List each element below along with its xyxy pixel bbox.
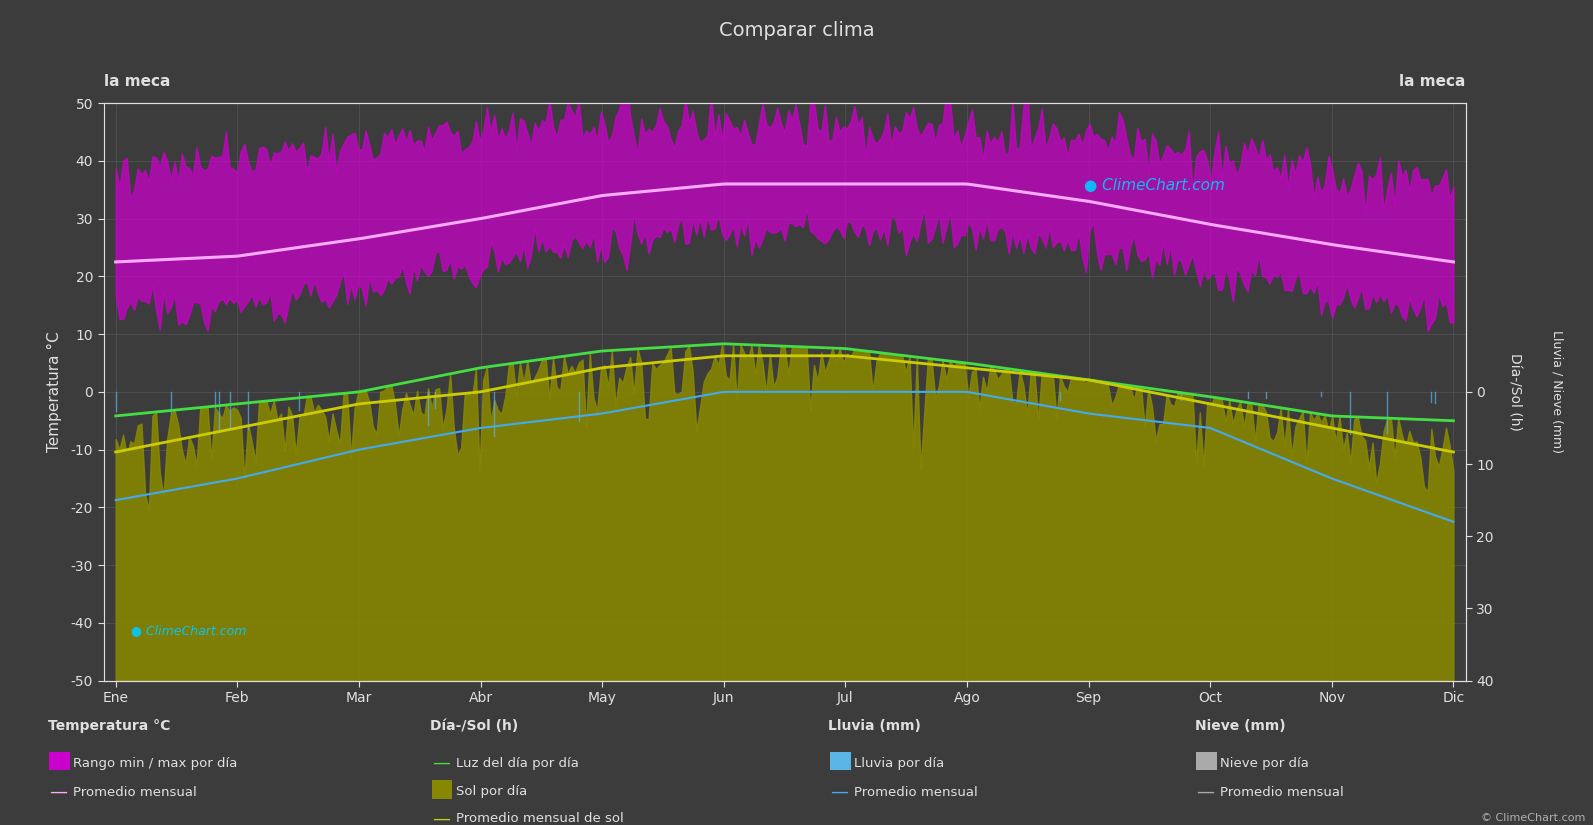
Text: la meca: la meca <box>1399 73 1466 89</box>
Text: Rango min / max por día: Rango min / max por día <box>73 757 237 770</box>
Text: Nieve (mm): Nieve (mm) <box>1195 719 1286 733</box>
Y-axis label: Lluvia / Nieve (mm): Lluvia / Nieve (mm) <box>1550 330 1563 454</box>
Text: —: — <box>830 783 847 801</box>
Text: Promedio mensual: Promedio mensual <box>854 785 978 799</box>
Text: —: — <box>49 783 67 801</box>
Text: Lluvia por día: Lluvia por día <box>854 757 945 770</box>
Text: Comparar clima: Comparar clima <box>718 21 875 40</box>
Text: Luz del día por día: Luz del día por día <box>456 757 578 770</box>
Y-axis label: Temperatura °C: Temperatura °C <box>48 332 62 452</box>
Text: —: — <box>432 754 449 772</box>
Text: —: — <box>432 809 449 825</box>
Text: Lluvia (mm): Lluvia (mm) <box>828 719 921 733</box>
Text: Nieve por día: Nieve por día <box>1220 757 1309 770</box>
Text: Promedio mensual: Promedio mensual <box>1220 785 1344 799</box>
Text: ● ClimeChart.com: ● ClimeChart.com <box>1085 177 1225 193</box>
Text: Promedio mensual: Promedio mensual <box>73 785 198 799</box>
Text: —: — <box>1196 783 1214 801</box>
Text: Promedio mensual de sol: Promedio mensual de sol <box>456 812 623 825</box>
Text: la meca: la meca <box>104 73 170 89</box>
Text: Sol por día: Sol por día <box>456 785 527 799</box>
Text: Día-/Sol (h): Día-/Sol (h) <box>430 719 518 733</box>
Text: Temperatura °C: Temperatura °C <box>48 719 170 733</box>
Text: ● ClimeChart.com: ● ClimeChart.com <box>131 625 247 638</box>
Text: © ClimeChart.com: © ClimeChart.com <box>1481 813 1587 823</box>
Y-axis label: Día-/Sol (h): Día-/Sol (h) <box>1507 353 1521 431</box>
